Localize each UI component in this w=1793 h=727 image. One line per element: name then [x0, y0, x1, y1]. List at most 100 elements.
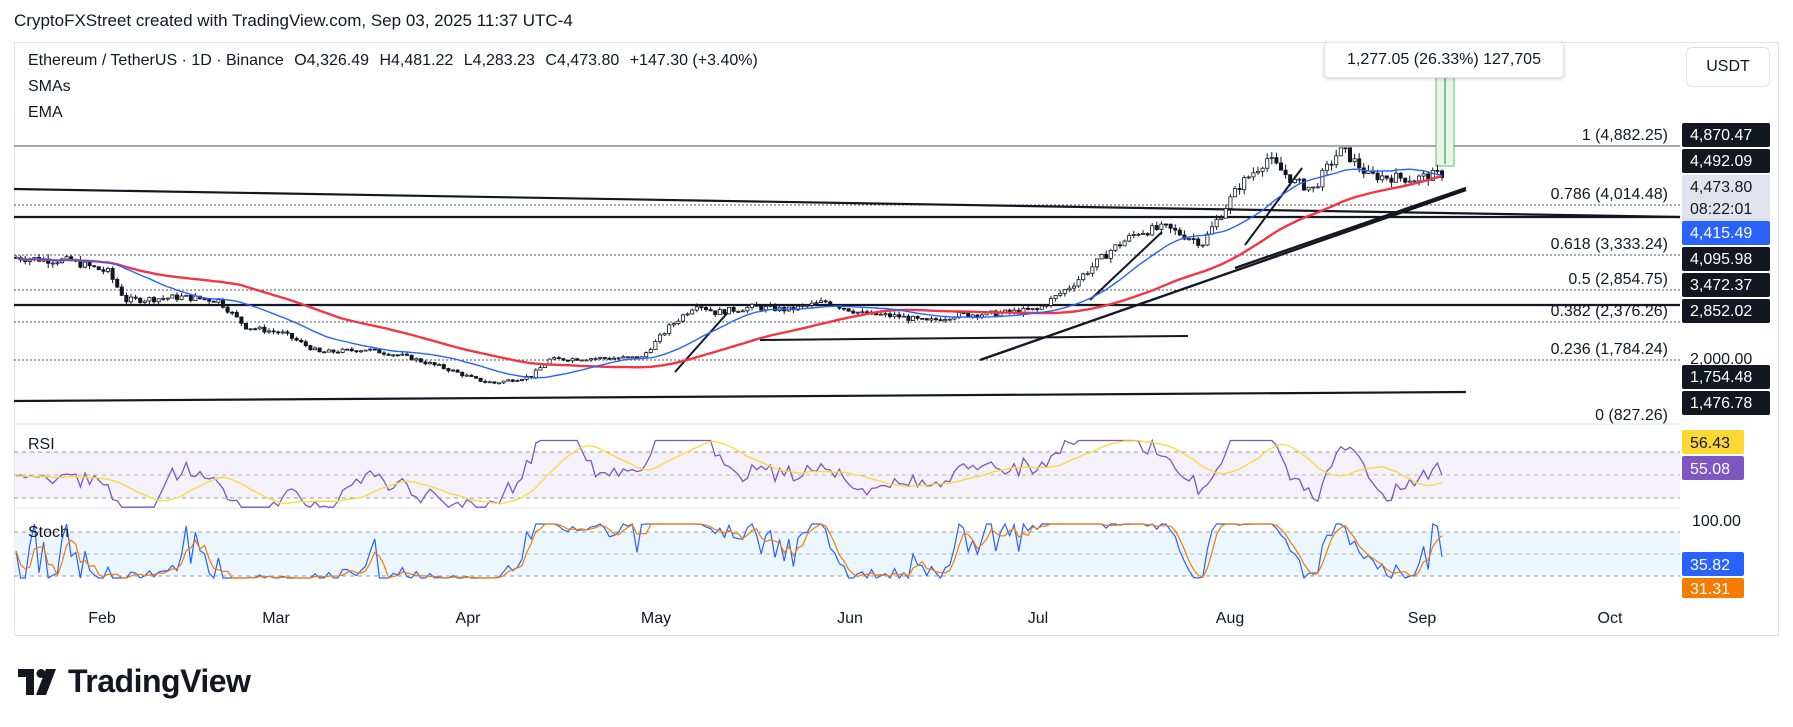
rsi-ma-line	[15, 439, 1443, 505]
candle	[818, 300, 824, 303]
candle	[1223, 208, 1228, 219]
price-axis-tag	[1682, 273, 1770, 297]
candle	[1338, 147, 1343, 157]
candle	[110, 268, 115, 280]
candle	[855, 311, 860, 314]
candle	[717, 309, 722, 315]
candle	[1113, 244, 1118, 251]
fib-label: 0.236 (1,784.24)	[1551, 341, 1668, 358]
x-axis-tick-label: Sep	[1408, 610, 1437, 627]
candle	[648, 349, 653, 353]
candle	[262, 326, 267, 333]
candle	[1177, 229, 1182, 236]
candle	[929, 318, 934, 321]
candle	[312, 347, 318, 351]
candle	[887, 313, 893, 317]
candle	[556, 357, 561, 360]
candle	[101, 269, 106, 272]
candle	[588, 358, 594, 361]
candle	[708, 309, 713, 312]
fib-label: 0.618 (3,333.24)	[1551, 236, 1668, 253]
candle	[1435, 169, 1440, 172]
stoch-d-line	[15, 523, 1443, 579]
candle	[1375, 172, 1380, 181]
x-axis-tick-label: Feb	[88, 610, 116, 627]
rsi-pane-label[interactable]: RSI	[28, 436, 55, 453]
candle	[1228, 196, 1233, 209]
price-axis-tag	[1682, 247, 1770, 271]
candle	[772, 305, 778, 312]
candle	[478, 377, 483, 382]
candle	[690, 309, 695, 315]
candle	[726, 307, 732, 315]
candle	[533, 369, 538, 378]
candle	[1058, 292, 1063, 296]
main-pane: 1 (4,882.25) 0.786 (4,014.48) 0.618 (3,333…	[14, 75, 1680, 424]
candle	[1085, 272, 1090, 275]
price-axis-tag-label: 08:22:01	[1690, 201, 1752, 218]
stoch-pane-label[interactable]: Stoch	[28, 524, 69, 541]
candle	[611, 357, 617, 360]
candle	[207, 298, 212, 302]
candle	[354, 350, 359, 353]
candle	[616, 357, 621, 360]
price-axis-tag-label: 1,754.48	[1690, 369, 1752, 386]
candle	[676, 320, 681, 325]
candle	[860, 311, 865, 314]
candle	[64, 256, 69, 260]
candle	[151, 297, 157, 303]
candle	[400, 353, 405, 356]
candle	[1094, 258, 1100, 268]
candle	[538, 367, 543, 371]
candle	[326, 349, 331, 353]
sma-long-line	[15, 175, 1443, 369]
candle	[266, 330, 272, 333]
candle	[883, 313, 888, 316]
candle	[418, 358, 423, 363]
price-axis-tag-label: 3,472.37	[1690, 277, 1752, 294]
symbol-name[interactable]: Ethereum / TetherUS · 1D · Binance	[28, 52, 284, 69]
candle	[331, 349, 336, 353]
x-axis-tick-label: Aug	[1216, 610, 1244, 627]
candle	[1301, 178, 1307, 191]
fib-label: 0 (827.26)	[1595, 407, 1668, 424]
candle	[437, 364, 442, 367]
x-axis-tick-label: Apr	[456, 610, 482, 627]
currency-button[interactable]: USDT	[1686, 47, 1770, 87]
candle	[795, 305, 801, 311]
candle	[759, 305, 764, 311]
price-axis-tag-label: 1,476.78	[1690, 395, 1752, 412]
candle	[446, 368, 451, 372]
candle	[1163, 223, 1169, 226]
ema-indicator-label[interactable]: EMA	[28, 104, 63, 121]
candle	[1242, 177, 1247, 191]
stoch-d-tag-label: 31.31	[1690, 581, 1730, 598]
candle	[1209, 226, 1215, 235]
candle	[128, 296, 134, 303]
candle	[216, 299, 221, 303]
candle	[630, 356, 635, 359]
candle	[386, 353, 391, 356]
candles	[14, 147, 1445, 385]
candle	[506, 379, 511, 382]
candle	[703, 307, 709, 311]
price-axis-tag	[1682, 221, 1770, 245]
candle	[1117, 244, 1123, 247]
candle	[1168, 223, 1173, 229]
candle	[906, 315, 911, 321]
candle	[1283, 169, 1288, 176]
x-axis-tick-label: Oct	[1598, 610, 1623, 627]
candle	[970, 314, 975, 318]
candle	[515, 380, 520, 382]
candle	[253, 328, 258, 331]
candle	[933, 318, 939, 321]
candle	[1416, 175, 1422, 182]
candle	[607, 357, 612, 360]
candle	[1108, 249, 1113, 259]
candle	[285, 331, 290, 334]
candle	[915, 315, 920, 319]
candle	[455, 369, 460, 373]
smas-indicator-label[interactable]: SMAs	[28, 78, 71, 95]
candle	[1315, 186, 1320, 189]
